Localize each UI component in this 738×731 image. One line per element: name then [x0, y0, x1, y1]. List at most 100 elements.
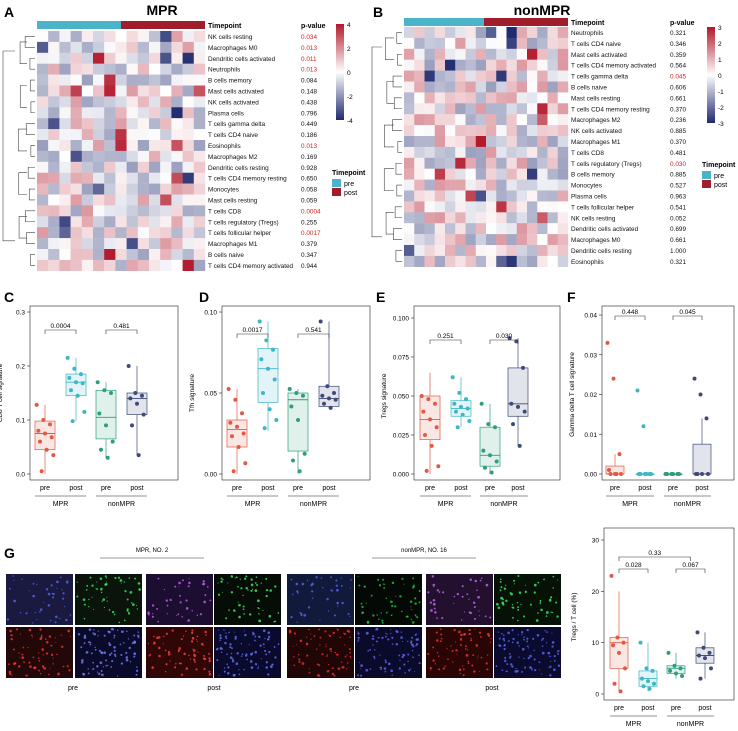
heatmap-cell — [465, 81, 476, 93]
micrograph-speck — [106, 596, 108, 598]
micrograph-speck — [406, 640, 409, 643]
micrograph-speck — [460, 619, 463, 621]
micrograph-speck — [225, 632, 227, 634]
micrograph-speck — [418, 662, 421, 665]
micrograph-speck — [238, 603, 241, 607]
heatmap-cell — [475, 37, 487, 49]
micrograph-speck — [203, 654, 205, 657]
data-point — [680, 674, 684, 679]
data-point — [287, 386, 292, 391]
micrograph-speck — [231, 660, 235, 663]
micrograph-speck — [537, 581, 540, 584]
micrograph-speck — [533, 649, 535, 652]
micrograph-speck — [401, 655, 404, 659]
heatmap-cell — [48, 31, 60, 43]
micrograph-speck — [254, 582, 257, 584]
micrograph-speck — [518, 591, 522, 594]
micrograph-speck — [55, 615, 58, 619]
micrograph-speck — [81, 661, 84, 664]
dendrogram-branch — [26, 232, 35, 244]
micrograph-speck — [246, 658, 249, 661]
micrograph-tile — [287, 627, 354, 678]
micrograph-speck — [407, 660, 409, 663]
micrograph-speck — [442, 591, 445, 594]
micrograph-speck — [98, 649, 102, 652]
heatmap-cell — [48, 41, 60, 53]
heatmap-cell — [455, 168, 466, 180]
micrograph-speck — [108, 642, 110, 644]
heatmap-cell — [455, 223, 466, 235]
heatmap-cell — [171, 52, 183, 64]
significance-label: 0.067 — [682, 562, 699, 569]
micrograph-speck — [399, 595, 402, 598]
micrograph-speck — [438, 591, 441, 593]
micrograph-speck — [250, 578, 253, 581]
micrograph-speck — [549, 655, 551, 658]
heatmap-cell — [70, 194, 82, 206]
row-pvalue: 0.885 — [670, 128, 686, 135]
legend-swatch-post — [702, 180, 711, 188]
micrograph-speck — [8, 587, 11, 590]
heatmap-cell — [537, 234, 548, 246]
row-label: T cells CD8 — [208, 208, 241, 215]
micrograph-speck — [486, 668, 489, 671]
heatmap-cell — [527, 59, 538, 71]
micrograph-speck — [359, 668, 361, 670]
dendrogram-branch — [397, 53, 402, 66]
row-pvalue: 1.000 — [670, 248, 686, 255]
heatmap-cell — [537, 223, 548, 235]
micrograph-speck — [461, 639, 463, 641]
micrograph-speck — [254, 650, 258, 654]
heatmap-cell — [70, 63, 82, 75]
heatmap-cell — [475, 212, 487, 224]
micrograph-speck — [391, 674, 393, 676]
heatmap-cell — [506, 48, 517, 60]
data-point — [706, 472, 710, 476]
heatmap-cell — [160, 205, 172, 217]
data-point — [80, 381, 85, 386]
micrograph-speck — [319, 636, 322, 639]
micrograph-speck — [390, 614, 393, 617]
micrograph-speck — [105, 659, 108, 662]
heatmap-cell — [59, 63, 71, 75]
micrograph-speck — [238, 673, 241, 676]
x-tick-label: post — [130, 485, 143, 492]
data-point — [709, 666, 713, 671]
heatmap-cell — [93, 74, 105, 86]
heatmap-cell — [486, 157, 497, 169]
heatmap-cell — [93, 52, 105, 64]
heatmap-cell — [182, 205, 194, 217]
micrograph-speck — [548, 599, 552, 602]
heatmap-cell — [516, 136, 528, 148]
micrograph-speck — [40, 636, 42, 638]
dendrogram-branch — [396, 184, 402, 197]
heatmap-cell — [93, 96, 105, 108]
heatmap-cell — [434, 59, 446, 71]
row-label: T cells CD4 naive — [208, 132, 258, 139]
plot-frame — [29, 305, 179, 481]
micro-label-post-2: post — [485, 685, 498, 692]
micrograph-speck — [239, 578, 241, 580]
heatmap-cell — [182, 194, 194, 206]
micrograph-speck — [119, 643, 122, 646]
micrograph-speck — [469, 611, 472, 615]
micrograph-speck — [296, 590, 299, 593]
heatmap-b-title: nonMPR — [514, 2, 571, 18]
micrograph-speck — [499, 589, 502, 592]
micrograph-speck — [510, 592, 513, 596]
micrograph-speck — [178, 662, 181, 665]
box — [287, 392, 309, 452]
micrograph-speck — [306, 636, 308, 638]
heatmap-cell — [527, 92, 538, 104]
micrograph-speck — [37, 657, 40, 659]
x-tick-label: post — [695, 485, 708, 492]
micrograph-speck — [97, 630, 99, 632]
micrograph-speck — [101, 587, 103, 590]
row-pvalue: 0.650 — [301, 176, 317, 183]
heatmap-cell — [37, 96, 49, 108]
micrograph-speck — [459, 672, 462, 675]
y-tick-label: 0.01 — [584, 432, 597, 439]
micrograph-speck — [553, 660, 556, 662]
micrograph-speck — [136, 634, 140, 637]
micrograph-speck — [108, 608, 111, 611]
